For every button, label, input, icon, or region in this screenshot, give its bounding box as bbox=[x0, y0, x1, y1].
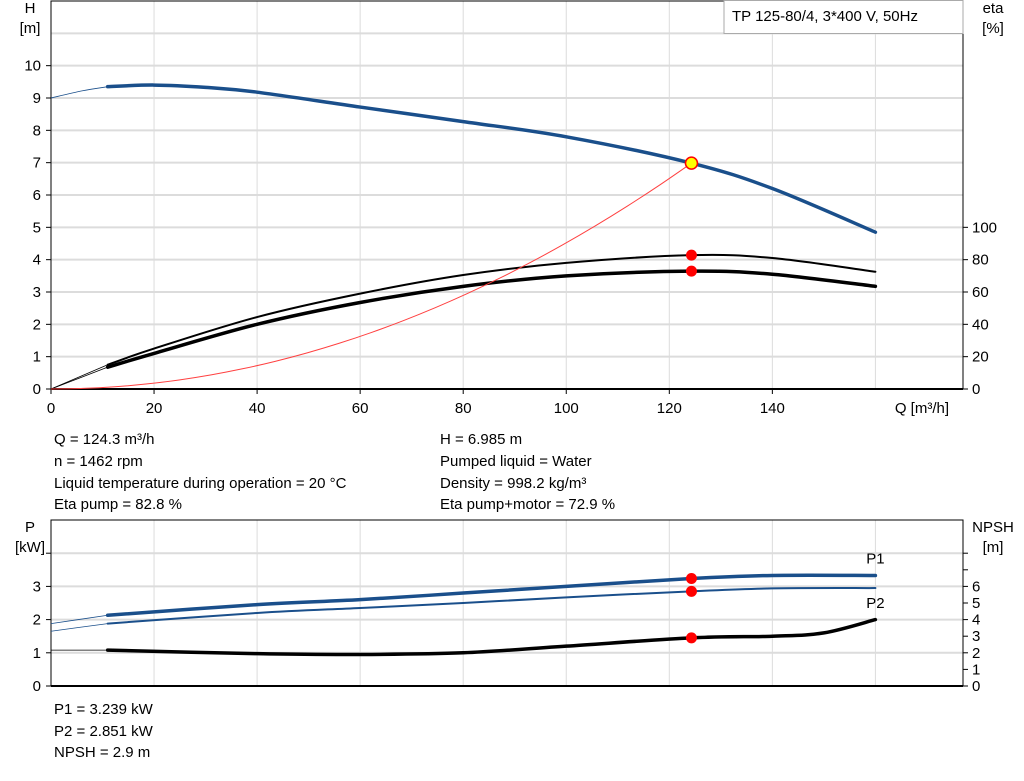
series-label-P1: P1 bbox=[866, 550, 884, 567]
y2-tick-label: 0 bbox=[972, 678, 980, 695]
series-P2 bbox=[106, 587, 877, 625]
y-axis-unit: [kW] bbox=[15, 539, 45, 556]
info-density: Density = 998.2 kg/m³ bbox=[440, 475, 587, 492]
y-axis-label: P bbox=[25, 519, 35, 536]
series-eta-pump-motor-extrapolated bbox=[50, 366, 108, 390]
y2-axis-label: NPSH bbox=[972, 519, 1014, 536]
x-tick-label: 0 bbox=[47, 400, 55, 417]
chart2-plot-frame bbox=[50, 519, 964, 687]
info-p1: P1 = 3.239 kW bbox=[54, 701, 153, 718]
duty-point-eta-pump-motor bbox=[685, 265, 697, 277]
x-tick-label: 100 bbox=[554, 400, 579, 417]
y2-tick-label: 20 bbox=[972, 349, 989, 366]
series-P1 bbox=[105, 573, 878, 618]
series-label-P2: P2 bbox=[866, 595, 884, 612]
y-tick-label: 8 bbox=[33, 122, 41, 139]
y2-tick-label: 2 bbox=[972, 645, 980, 662]
info-q: Q = 124.3 m³/h bbox=[54, 431, 155, 448]
series-P1-extrapolated bbox=[50, 614, 108, 624]
series-H bbox=[105, 83, 878, 234]
x-tick-label: 60 bbox=[352, 400, 369, 417]
y2-tick-label: 4 bbox=[972, 612, 980, 629]
y2-tick-label: 1 bbox=[972, 661, 980, 678]
y-tick-label: 1 bbox=[33, 349, 41, 366]
x-tick-label: 140 bbox=[760, 400, 785, 417]
series-P2-extrapolated bbox=[50, 623, 108, 632]
info-n: n = 1462 rpm bbox=[54, 453, 143, 470]
info-eta-pump: Eta pump = 82.8 % bbox=[54, 496, 182, 513]
y-tick-label: 3 bbox=[33, 284, 41, 301]
info-h: H = 6.985 m bbox=[440, 431, 523, 448]
y-tick-label: 7 bbox=[33, 155, 41, 172]
y2-tick-label: 0 bbox=[972, 381, 980, 398]
x-tick-label: 80 bbox=[455, 400, 472, 417]
chart-title-box bbox=[723, 0, 964, 34]
duty-point-P1 bbox=[685, 572, 697, 584]
y2-tick-label: 60 bbox=[972, 284, 989, 301]
y-tick-label: 6 bbox=[33, 187, 41, 204]
y-tick-label: 3 bbox=[33, 578, 41, 595]
y-tick-label: 1 bbox=[33, 645, 41, 662]
y2-tick-label: 6 bbox=[972, 578, 980, 595]
y-tick-label: 2 bbox=[33, 316, 41, 333]
x-tick-label: 120 bbox=[657, 400, 682, 417]
y2-tick-label: 100 bbox=[972, 219, 997, 236]
info-p2: P2 = 2.851 kW bbox=[54, 723, 153, 740]
y2-axis-label: eta bbox=[983, 0, 1005, 17]
y2-axis-unit: [m] bbox=[983, 539, 1004, 556]
y-axis-label: H bbox=[25, 0, 36, 17]
y2-axis-unit: [%] bbox=[982, 20, 1004, 37]
y2-tick-label: 5 bbox=[972, 595, 980, 612]
y-axis-unit: [m] bbox=[20, 20, 41, 37]
duty-point-NPSH bbox=[685, 632, 697, 644]
x-tick-label: 40 bbox=[249, 400, 266, 417]
y-tick-label: 0 bbox=[33, 381, 41, 398]
y-tick-label: 10 bbox=[24, 58, 41, 75]
series-eta-pump bbox=[106, 253, 877, 366]
info-temp: Liquid temperature during operation = 20… bbox=[54, 475, 347, 492]
duty-point-H bbox=[684, 156, 699, 170]
chart-title: TP 125-80/4, 3*400 V, 50Hz bbox=[732, 8, 918, 25]
y-tick-label: 9 bbox=[33, 90, 41, 107]
series-H-extrapolated bbox=[50, 86, 108, 99]
y2-tick-label: 40 bbox=[972, 316, 989, 333]
duty-point-P2 bbox=[685, 585, 697, 597]
info-liquid: Pumped liquid = Water bbox=[440, 453, 592, 470]
series-NPSH bbox=[105, 617, 878, 657]
info-eta-pump-motor: Eta pump+motor = 72.9 % bbox=[440, 496, 616, 513]
y-tick-label: 4 bbox=[33, 252, 41, 269]
x-tick-label: 20 bbox=[146, 400, 163, 417]
series-eta-pump-motor bbox=[105, 269, 878, 369]
y-tick-label: 2 bbox=[33, 612, 41, 629]
y-tick-label: 5 bbox=[33, 219, 41, 236]
x-axis-label: Q [m³/h] bbox=[895, 400, 949, 417]
series-system-curve bbox=[50, 162, 692, 390]
y2-tick-label: 3 bbox=[972, 628, 980, 645]
y-tick-label: 0 bbox=[33, 678, 41, 695]
duty-point-eta-pump bbox=[685, 249, 697, 261]
info-npsh: NPSH = 2.9 m bbox=[54, 744, 151, 761]
y2-tick-label: 80 bbox=[972, 252, 989, 269]
